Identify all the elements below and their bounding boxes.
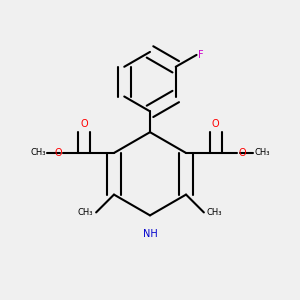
- Text: O: O: [80, 119, 88, 129]
- Text: NH: NH: [142, 229, 158, 239]
- Text: O: O: [212, 119, 220, 129]
- Text: CH₃: CH₃: [30, 148, 46, 158]
- Text: CH₃: CH₃: [254, 148, 270, 158]
- Text: O: O: [54, 148, 62, 158]
- Text: F: F: [198, 50, 204, 60]
- Text: CH₃: CH₃: [207, 208, 222, 217]
- Text: O: O: [238, 148, 246, 158]
- Text: CH₃: CH₃: [78, 208, 93, 217]
